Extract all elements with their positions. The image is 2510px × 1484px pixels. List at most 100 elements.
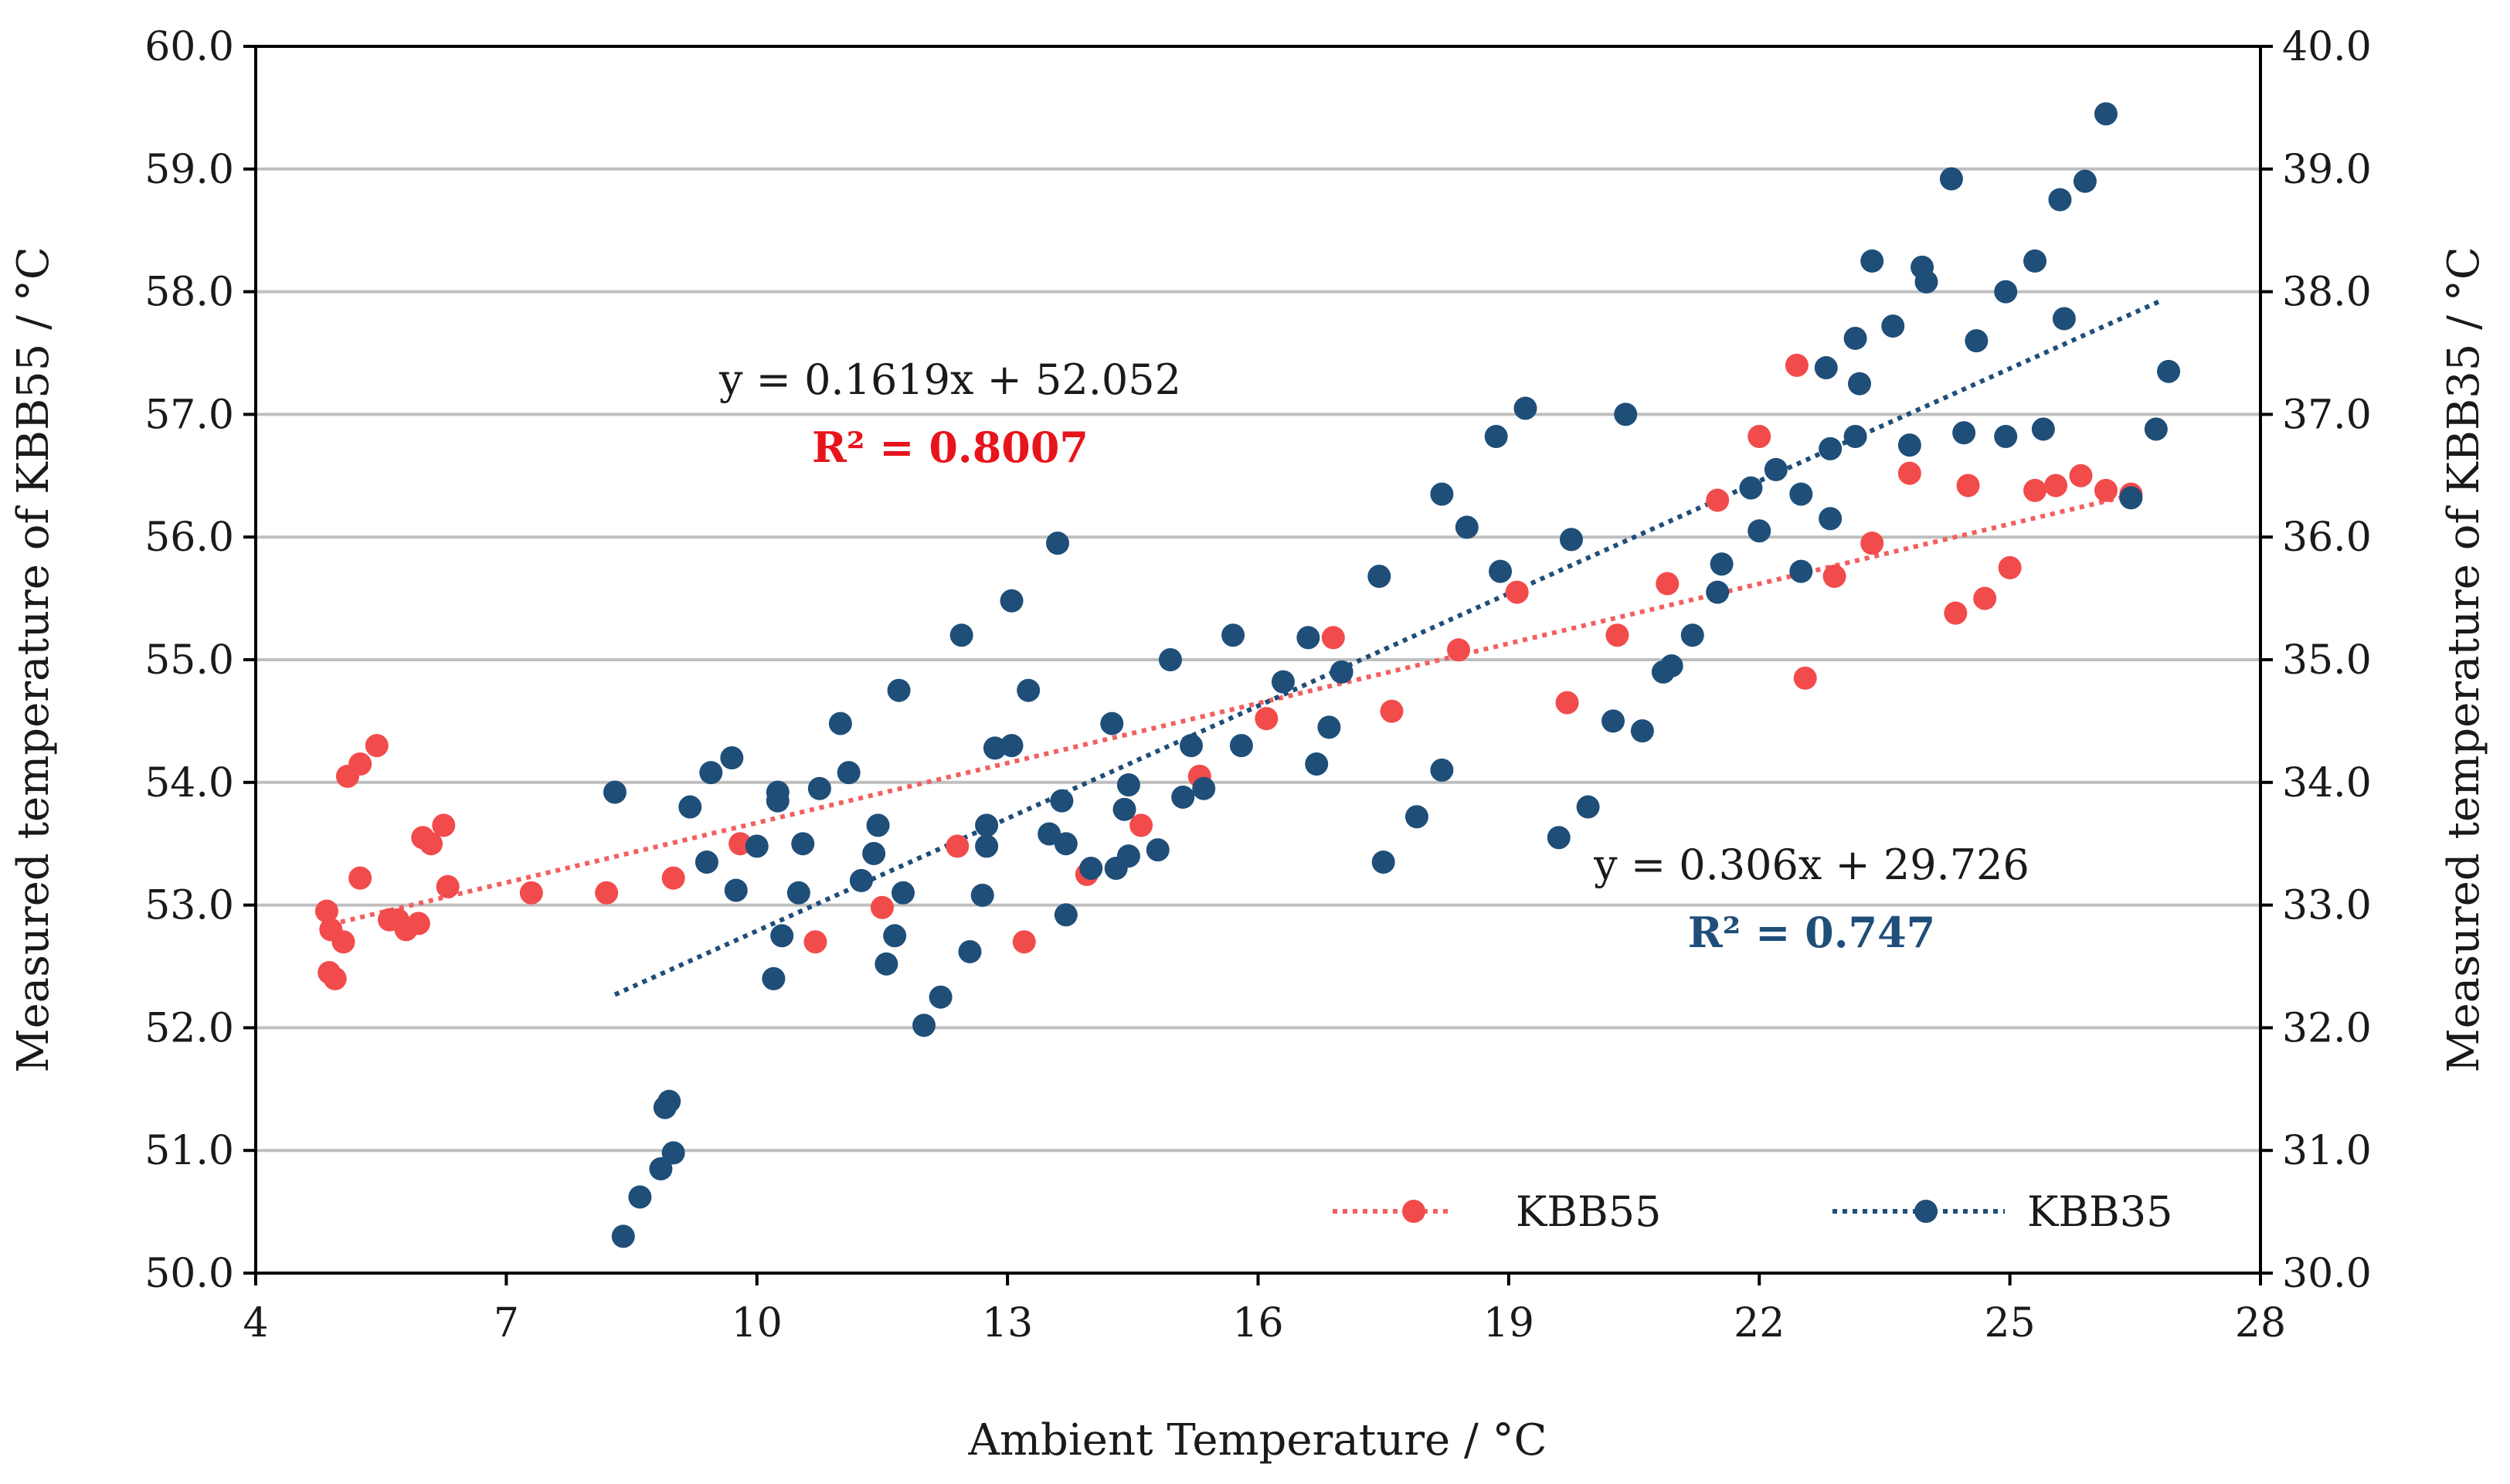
kbb35-point: [1952, 421, 1976, 445]
kbb35-point: [875, 952, 898, 976]
kbb55-point: [1897, 461, 1921, 485]
y-right-tick-label: 37.0: [2282, 392, 2372, 438]
kbb35-point: [883, 924, 907, 948]
kbb35-point: [766, 789, 790, 813]
kbb35-point: [1404, 805, 1428, 829]
y-right-tick-label: 35.0: [2282, 637, 2372, 684]
y-left-tick-label: 57.0: [144, 392, 234, 438]
kbb55-point: [1255, 707, 1279, 731]
kbb35-point: [1221, 623, 1245, 647]
kbb35-point: [628, 1185, 652, 1209]
legend-item-kbb55: KBB55: [1333, 1187, 1661, 1236]
kbb35-point: [1881, 314, 1905, 338]
kbb55-point: [314, 899, 338, 923]
kbb35-point: [1994, 280, 2018, 304]
kbb35-point: [1559, 528, 1583, 552]
kbb35-point: [1789, 559, 1813, 583]
kbb35-point: [975, 834, 999, 858]
kbb35-point: [1939, 167, 1963, 191]
legend-kbb35-label: KBB35: [2027, 1187, 2172, 1236]
kbb55-point: [2069, 464, 2093, 487]
kbb55-point: [803, 930, 827, 954]
kbb35-point: [929, 985, 953, 1009]
kbb55-point: [331, 930, 355, 954]
kbb35-point: [958, 939, 982, 963]
kbb55-point: [406, 912, 430, 936]
kbb55-point: [1860, 531, 1884, 555]
kbb35-point: [649, 1157, 673, 1181]
kbb35-point: [2023, 249, 2047, 273]
kbb35-point: [678, 795, 702, 819]
kbb35-point: [2144, 417, 2168, 441]
kbb35-equation: y = 0.306x + 29.726: [1593, 840, 2029, 889]
kbb35-point: [791, 832, 815, 856]
y-right-tick-label: 33.0: [2282, 883, 2372, 929]
kbb35-point: [1680, 623, 1704, 647]
y-axis-right-title: Measured temperature of KBB35 / °C: [2439, 246, 2489, 1072]
kbb35-point: [970, 883, 994, 907]
kbb35-point: [1843, 424, 1867, 448]
kbb55-point: [519, 881, 543, 905]
kbb35-r2: R² = 0.747: [1688, 908, 1935, 957]
kbb55-point: [1656, 572, 1680, 596]
kbb35-point: [1192, 776, 1216, 800]
kbb55-point: [1973, 586, 1997, 610]
kbb35-point: [1897, 433, 1921, 457]
kbb55-point: [870, 895, 894, 919]
kbb35-point: [2094, 102, 2118, 126]
kbb35-point: [1843, 326, 1867, 350]
kbb35-point: [1116, 844, 1140, 868]
kbb55-point: [1012, 930, 1036, 954]
y-right-tick-label: 38.0: [2282, 270, 2372, 316]
legend-kbb55-marker: [1402, 1200, 1425, 1223]
kbb55-point: [419, 832, 443, 856]
y-left-tick-label: 56.0: [144, 514, 234, 561]
kbb35-point: [1317, 715, 1341, 739]
legend: KBB55 KBB35: [1333, 1187, 2172, 1236]
kbb55-point: [1944, 601, 1968, 625]
kbb55-point: [436, 874, 460, 898]
kbb35-point: [866, 813, 890, 837]
y-left-tick-label: 54.0: [144, 760, 234, 807]
kbb35-point: [720, 746, 744, 770]
kbb35-point: [1296, 626, 1320, 650]
kbb35-point: [837, 761, 861, 785]
kbb35-point: [1710, 552, 1734, 576]
kbb35-point: [1914, 270, 1938, 294]
kbb35-point: [1601, 709, 1625, 733]
y-right-tick-label: 31.0: [2282, 1128, 2372, 1174]
kbb35-point: [699, 761, 723, 785]
kbb35-point: [1158, 648, 1182, 671]
kbb35-point: [2073, 169, 2097, 193]
kbb35-point: [1046, 531, 1069, 555]
kbb55-point: [1747, 424, 1771, 448]
kbb35-point: [1814, 356, 1838, 380]
data-points: [314, 102, 2181, 1248]
x-tick-label: 7: [494, 1300, 519, 1346]
y-left-tick-label: 59.0: [144, 147, 234, 193]
kbb55-point: [348, 866, 372, 890]
kbb35-point: [849, 868, 873, 892]
kbb55-point: [2023, 478, 2047, 502]
y-left-tick-label: 51.0: [144, 1128, 234, 1174]
kbb55-point: [1321, 626, 1345, 650]
kbb55-point: [323, 966, 347, 990]
kbb55-point: [365, 734, 389, 758]
kbb35-point: [1706, 580, 1730, 604]
kbb35-point: [724, 878, 748, 902]
kbb55-trendline: [330, 491, 2136, 927]
kbb35-point: [807, 776, 831, 800]
kbb55-point: [1822, 565, 1846, 589]
kbb35-point: [912, 1014, 936, 1037]
kbb55-point: [946, 834, 970, 858]
kbb35-point: [862, 841, 886, 865]
kbb35-point: [1484, 424, 1508, 448]
kbb55-r2: R² = 0.8007: [812, 423, 1089, 472]
kbb55-point: [1956, 474, 1980, 497]
kbb35-point: [1079, 856, 1103, 880]
kbb35-point: [1146, 838, 1170, 862]
kbb35-point: [1764, 457, 1788, 481]
kbb35-point: [2052, 307, 2076, 331]
kbb35-point: [1747, 519, 1771, 543]
